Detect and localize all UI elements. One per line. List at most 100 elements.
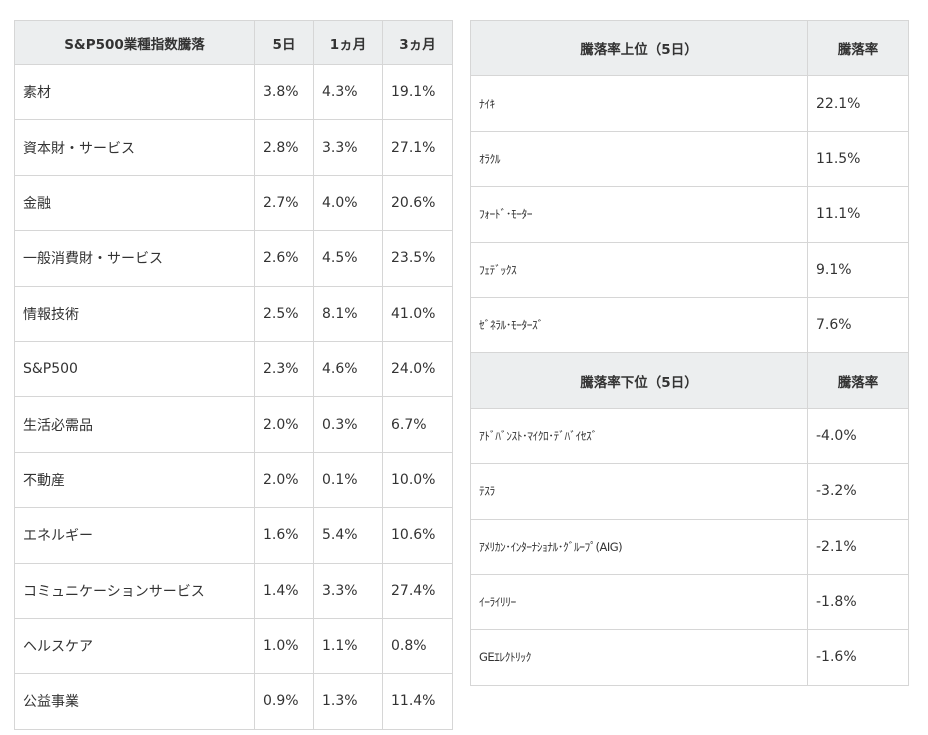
table-row: GEｴﾚｸﾄﾘｯｸ -1.6% [470, 629, 909, 686]
sector-5d: 2.0% [254, 396, 314, 453]
table-row: ｱﾄﾞﾊﾞﾝｽﾄ･ﾏｲｸﾛ･ﾃﾞﾊﾞｲｾｽﾞ -4.0% [470, 407, 909, 465]
sector-1m: 3.3% [313, 119, 383, 176]
stock-rate: 11.1% [807, 186, 909, 243]
stock-name: ﾃｽﾗ [470, 463, 808, 520]
stock-name: ｲｰﾗｲﾘﾘｰ [470, 573, 808, 631]
sector-3m: 0.8% [382, 617, 453, 675]
sector-5d: 3.8% [254, 63, 314, 121]
bottom-movers-header-name: 騰落率下位（5日） [470, 352, 808, 409]
table-row: ﾌｫｰﾄﾞ･ﾓｰﾀｰ 11.1% [470, 186, 909, 243]
sector-5d: 2.6% [254, 230, 314, 287]
bottom-movers-header-row: 騰落率下位（5日） 騰落率 [470, 352, 909, 409]
sector-5d: 1.6% [254, 507, 314, 564]
sector-name: 不動産 [14, 451, 255, 509]
sector-header-5d: 5日 [254, 20, 314, 65]
sector-name: コミュニケーションサービス [14, 562, 255, 619]
sector-1m: 1.3% [313, 673, 383, 730]
table-row: ﾌｪﾃﾞｯｸｽ 9.1% [470, 241, 909, 298]
sector-3m: 24.0% [382, 340, 453, 398]
table-row: ﾃｽﾗ -3.2% [470, 463, 909, 520]
sector-index-table: S&P500業種指数騰落 5日 1ヵ月 3ヵ月 素材 3.8% 4.3% 19.… [14, 20, 453, 730]
sector-name: 公益事業 [14, 673, 255, 730]
stock-rate: -3.2% [807, 463, 909, 520]
table-row: ヘルスケア 1.0% 1.1% 0.8% [14, 617, 453, 675]
sector-table-header-row: S&P500業種指数騰落 5日 1ヵ月 3ヵ月 [14, 20, 453, 65]
top-movers-header-name: 騰落率上位（5日） [470, 19, 808, 77]
bottom-movers-header-rate: 騰落率 [807, 352, 909, 409]
stock-name: GEｴﾚｸﾄﾘｯｸ [470, 629, 808, 686]
sector-1m: 4.0% [313, 174, 383, 232]
table-row: 資本財・サービス 2.8% 3.3% 27.1% [14, 119, 453, 176]
sector-name: エネルギー [14, 507, 255, 564]
sector-3m: 23.5% [382, 230, 453, 287]
sector-3m: 10.0% [382, 451, 453, 509]
sector-1m: 5.4% [313, 507, 383, 564]
sector-name: 金融 [14, 174, 255, 232]
table-row: ﾅｲｷ 22.1% [470, 75, 909, 132]
sector-name: 素材 [14, 63, 255, 121]
table-row: 金融 2.7% 4.0% 20.6% [14, 174, 453, 232]
table-row: ｱﾒﾘｶﾝ･ｲﾝﾀｰﾅｼｮﾅﾙ･ｸﾞﾙｰﾌﾟ(AIG) -2.1% [470, 518, 909, 575]
sector-5d: 2.5% [254, 285, 314, 342]
sector-3m: 41.0% [382, 285, 453, 342]
sector-1m: 3.3% [313, 562, 383, 619]
sector-name: 資本財・サービス [14, 119, 255, 176]
stock-name: ﾌｪﾃﾞｯｸｽ [470, 241, 808, 298]
sector-name: 一般消費財・サービス [14, 230, 255, 287]
table-row: ｾﾞﾈﾗﾙ･ﾓｰﾀｰｽﾞ 7.6% [470, 296, 909, 354]
sector-header-name: S&P500業種指数騰落 [14, 20, 255, 65]
sector-name: ヘルスケア [14, 617, 255, 675]
sector-1m: 4.3% [313, 63, 383, 121]
stock-name: ﾌｫｰﾄﾞ･ﾓｰﾀｰ [470, 186, 808, 243]
sector-1m: 4.5% [313, 230, 383, 287]
stock-name: ｱﾄﾞﾊﾞﾝｽﾄ･ﾏｲｸﾛ･ﾃﾞﾊﾞｲｾｽﾞ [470, 407, 808, 465]
stock-name: ｾﾞﾈﾗﾙ･ﾓｰﾀｰｽﾞ [470, 296, 808, 354]
stock-rate: -1.6% [807, 629, 909, 686]
sector-5d: 2.3% [254, 340, 314, 398]
sector-name: S&P500 [14, 340, 255, 398]
stock-rate: -2.1% [807, 518, 909, 575]
sector-header-3m: 3ヵ月 [382, 20, 453, 65]
table-row: 一般消費財・サービス 2.6% 4.5% 23.5% [14, 230, 453, 287]
sector-1m: 4.6% [313, 340, 383, 398]
table-row: 生活必需品 2.0% 0.3% 6.7% [14, 396, 453, 453]
sector-1m: 0.3% [313, 396, 383, 453]
sector-3m: 27.4% [382, 562, 453, 619]
stock-name: ｵﾗｸﾙ [470, 130, 808, 188]
sector-name: 生活必需品 [14, 396, 255, 453]
sector-5d: 2.7% [254, 174, 314, 232]
table-row: 公益事業 0.9% 1.3% 11.4% [14, 673, 453, 730]
stock-rate: 11.5% [807, 130, 909, 188]
sector-5d: 1.4% [254, 562, 314, 619]
table-row: 情報技術 2.5% 8.1% 41.0% [14, 285, 453, 342]
table-row: 素材 3.8% 4.3% 19.1% [14, 63, 453, 121]
top-movers-header-row: 騰落率上位（5日） 騰落率 [470, 19, 909, 77]
stock-movers-table: 騰落率上位（5日） 騰落率 ﾅｲｷ 22.1% ｵﾗｸﾙ 11.5% ﾌｫｰﾄﾞ… [470, 19, 909, 686]
table-row: コミュニケーションサービス 1.4% 3.3% 27.4% [14, 562, 453, 619]
sector-5d: 1.0% [254, 617, 314, 675]
sector-5d: 2.8% [254, 119, 314, 176]
stock-name: ﾅｲｷ [470, 75, 808, 132]
sector-1m: 1.1% [313, 617, 383, 675]
top-movers-header-rate: 騰落率 [807, 19, 909, 77]
sector-3m: 10.6% [382, 507, 453, 564]
stock-name: ｱﾒﾘｶﾝ･ｲﾝﾀｰﾅｼｮﾅﾙ･ｸﾞﾙｰﾌﾟ(AIG) [470, 518, 808, 575]
sector-3m: 19.1% [382, 63, 453, 121]
sector-3m: 27.1% [382, 119, 453, 176]
sector-1m: 0.1% [313, 451, 383, 509]
sector-3m: 20.6% [382, 174, 453, 232]
stock-rate: 22.1% [807, 75, 909, 132]
sector-5d: 2.0% [254, 451, 314, 509]
stock-rate: 9.1% [807, 241, 909, 298]
sector-5d: 0.9% [254, 673, 314, 730]
table-row: ｲｰﾗｲﾘﾘｰ -1.8% [470, 573, 909, 631]
table-row: エネルギー 1.6% 5.4% 10.6% [14, 507, 453, 564]
stock-rate: -1.8% [807, 573, 909, 631]
stock-rate: -4.0% [807, 407, 909, 465]
table-row: S&P500 2.3% 4.6% 24.0% [14, 340, 453, 398]
sector-header-1m: 1ヵ月 [313, 20, 383, 65]
sector-3m: 6.7% [382, 396, 453, 453]
sector-1m: 8.1% [313, 285, 383, 342]
sector-name: 情報技術 [14, 285, 255, 342]
table-row: 不動産 2.0% 0.1% 10.0% [14, 451, 453, 509]
